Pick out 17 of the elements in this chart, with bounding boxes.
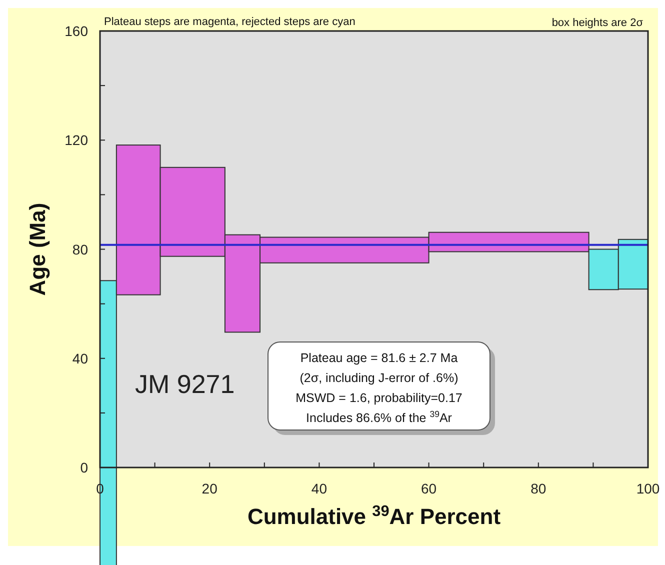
y-tick-label: 80: [72, 241, 88, 258]
x-tick-label: 100: [636, 480, 660, 496]
y-tick-label: 0: [80, 460, 88, 476]
x-tick-label: 80: [530, 480, 546, 496]
x-tick-label: 0: [96, 480, 104, 496]
y-tick-label: 120: [64, 132, 88, 148]
y-tick-label: 160: [64, 23, 88, 39]
annotation: JM 9271: [135, 369, 235, 399]
x-tick-label: 60: [421, 480, 437, 496]
y-tick-label: 40: [72, 350, 88, 366]
y-axis-title: Age (Ma): [25, 202, 50, 296]
x-tick-label: 20: [202, 480, 218, 496]
x-tick-label: 40: [311, 480, 328, 496]
text: box heights are 2σ: [552, 17, 644, 29]
x-axis-title: Cumulative $^{39}$Ar Percent: [247, 502, 502, 529]
text: Plateau steps are magenta, rejected steps are cyan: [104, 16, 356, 28]
annotation: Plateau age = 81.6 ± 2.7 Ma (2σ, including J-error of .6%) MSWD = 1.6, probability=0.17 Includes 86.6% of the $^{39}$Ar: [296, 351, 462, 425]
